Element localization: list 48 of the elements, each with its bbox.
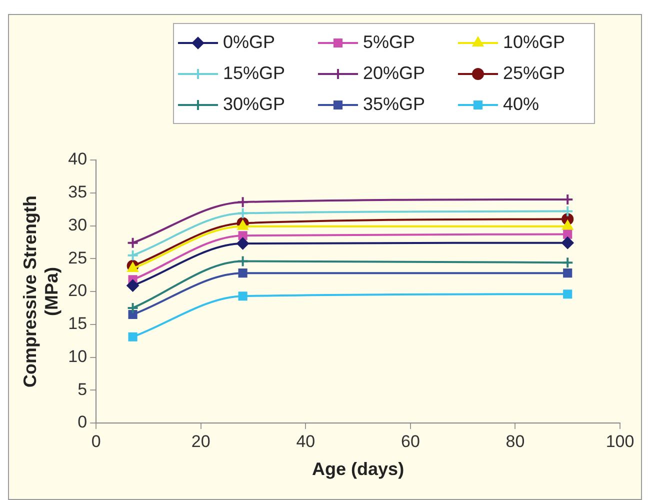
point: [237, 220, 248, 230]
point: [236, 255, 249, 268]
point: [563, 230, 572, 239]
x-tick-label: 60: [400, 432, 420, 451]
y-tick-label: 30: [68, 215, 88, 234]
x-tick-label: 20: [191, 432, 210, 451]
x-tick-label: 0: [91, 432, 101, 451]
point: [126, 280, 139, 292]
point: [562, 220, 573, 230]
x-tick-label: 80: [506, 432, 525, 451]
point: [236, 207, 249, 220]
y-tick-label: 5: [78, 380, 88, 399]
legend-label: 5%GP: [363, 32, 416, 53]
point: [126, 302, 139, 314]
point: [238, 292, 248, 301]
y-tick-label: 35: [68, 182, 88, 202]
legend-label: 15%GP: [223, 63, 286, 84]
point: [563, 268, 572, 278]
point: [126, 236, 139, 249]
point: [563, 290, 572, 299]
point: [127, 262, 138, 272]
legend-label: 40%: [503, 94, 540, 115]
legend-label: 30%GP: [223, 94, 286, 115]
point: [126, 249, 139, 262]
y-tick-label: 25: [68, 248, 88, 268]
point: [236, 238, 249, 250]
x-tick-label: 40: [296, 432, 316, 451]
y-axis-title: Compressive Strength (MPa): [20, 195, 62, 388]
y-tick-label: 10: [68, 346, 88, 366]
point: [562, 256, 574, 269]
y-tick-label: 40: [68, 150, 88, 169]
point: [238, 231, 248, 240]
point: [562, 205, 574, 218]
x-tick-label: 100: [606, 432, 634, 451]
legend-label: 25%GP: [503, 63, 566, 84]
point: [128, 332, 138, 342]
y-tick-label: 0: [78, 412, 88, 432]
legend-label: 35%GP: [363, 94, 426, 115]
y-tick-label: 15: [68, 314, 88, 334]
point: [236, 196, 249, 208]
point: [238, 268, 248, 278]
legend-label: 20%GP: [363, 63, 426, 84]
point: [562, 236, 574, 249]
point: [128, 310, 138, 320]
legend-label: 0%GP: [223, 32, 276, 53]
x-axis-title: Age (days): [312, 459, 404, 480]
legend-label: 10%GP: [503, 32, 566, 53]
y-tick-label: 20: [68, 281, 88, 300]
